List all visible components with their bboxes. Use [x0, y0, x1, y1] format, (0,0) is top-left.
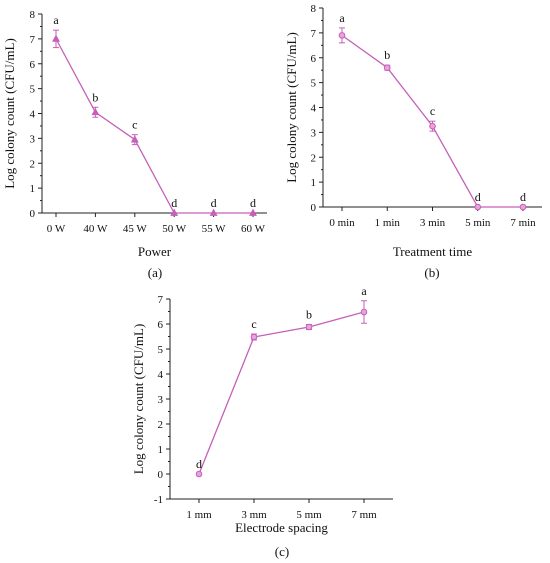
- panel-label: (b): [424, 265, 439, 280]
- data-point: [91, 107, 100, 116]
- y-tick-label: 4: [311, 103, 317, 115]
- x-axis-title: Electrode spacing: [235, 520, 328, 535]
- chart-panel-1: 0 1 2 3 4 5 6 7 8 0 W 40 W 45 W 50 W 55 W 60 W Power Log…: [2, 9, 267, 280]
- x-tick-label: 3 mm: [241, 509, 267, 521]
- y-tick-label: 5: [311, 78, 317, 90]
- significance-letter: c: [132, 118, 137, 132]
- significance-letter: a: [339, 11, 345, 25]
- significance-letter: b: [92, 90, 98, 104]
- significance-letter: c: [251, 317, 256, 331]
- data-point: [52, 34, 60, 42]
- y-axis-title: Log colony count (CFU/mL): [284, 32, 299, 183]
- y-tick-label: 0: [30, 208, 36, 220]
- y-tick-label: 0: [158, 469, 164, 481]
- x-tick-label: 55 W: [202, 223, 227, 235]
- y-tick-label: 3: [311, 127, 317, 139]
- y-tick-label: 6: [30, 59, 36, 71]
- y-tick-label: 2: [311, 152, 317, 164]
- y-tick-label: 0: [311, 202, 317, 214]
- x-axis-title: Power: [138, 244, 172, 259]
- data-point: [209, 208, 218, 216]
- significance-letter: b: [384, 48, 390, 62]
- x-tick-label: 40 W: [83, 223, 108, 235]
- y-tick-label: 8: [311, 3, 317, 15]
- x-tick-label: 0 W: [47, 223, 66, 235]
- significance-letter: c: [430, 104, 435, 118]
- x-axis-title: Treatment time: [393, 244, 473, 259]
- data-point: [519, 203, 527, 211]
- significance-letter: b: [306, 308, 312, 322]
- chart-panel-3: -1 0 1 2 3 4 5 6 7 1 mm 3 mm 5 mm 7 mm Electrode spac…: [131, 284, 393, 559]
- significance-letter: d: [250, 196, 256, 210]
- x-tick-label: 1 mm: [186, 509, 212, 521]
- y-tick-label: 6: [311, 53, 317, 65]
- x-tick-label: 5 min: [465, 217, 491, 229]
- significance-letter: d: [520, 190, 526, 204]
- x-tick-label: 50 W: [162, 223, 187, 235]
- y-tick-label: 7: [30, 34, 36, 46]
- data-point: [305, 323, 313, 331]
- significance-letter: d: [171, 196, 177, 210]
- x-tick-label: 7 min: [510, 217, 536, 229]
- x-tick-label: 45 W: [123, 223, 148, 235]
- y-tick-label: 1: [30, 183, 36, 195]
- series-line: [198, 311, 365, 475]
- x-tick-label: 7 mm: [351, 509, 377, 521]
- x-tick-label: 1 min: [375, 217, 401, 229]
- data-point: [249, 208, 257, 216]
- y-tick-label: 1: [311, 177, 317, 189]
- x-tick-label: 3 min: [420, 217, 446, 229]
- data-point: [170, 208, 179, 216]
- y-tick-label: 2: [30, 158, 36, 170]
- data-point: [130, 135, 139, 143]
- significance-letter: d: [211, 196, 217, 210]
- data-point: [383, 64, 391, 71]
- y-tick-label: -1: [154, 494, 163, 506]
- y-tick-label: 2: [158, 419, 164, 431]
- data-point: [195, 470, 203, 478]
- significance-letter: a: [361, 284, 367, 298]
- y-tick-label: 4: [158, 369, 164, 381]
- y-tick-label: 3: [158, 394, 164, 406]
- data-point: [429, 122, 436, 130]
- y-tick-label: 7: [158, 294, 164, 306]
- y-tick-label: 5: [30, 84, 36, 96]
- data-point: [360, 308, 368, 316]
- y-tick-label: 6: [158, 319, 164, 331]
- y-tick-label: 7: [311, 28, 317, 40]
- y-axis-title: Log colony count (CFU/mL): [2, 38, 17, 189]
- data-point: [338, 32, 346, 39]
- y-tick-label: 8: [30, 9, 36, 21]
- panel-label: (a): [148, 265, 162, 280]
- panel-label: (c): [275, 544, 289, 559]
- y-tick-label: 3: [30, 133, 36, 145]
- y-axis-title: Log colony count (CFU/mL): [131, 324, 146, 475]
- x-tick-label: 60 W: [241, 223, 266, 235]
- x-tick-label: 0 min: [329, 217, 355, 229]
- significance-letter: a: [53, 13, 59, 27]
- significance-letter: d: [475, 190, 481, 204]
- series-line: [55, 38, 253, 214]
- data-point: [250, 333, 258, 341]
- x-tick-label: 5 mm: [296, 509, 322, 521]
- y-tick-label: 1: [158, 444, 164, 456]
- y-tick-label: 4: [30, 109, 36, 121]
- data-point: [474, 203, 482, 211]
- y-tick-label: 5: [158, 344, 164, 356]
- significance-letter: d: [196, 457, 202, 471]
- chart-panel-2: 0 1 2 3 4 5 6 7 8 0 min 1 min 3 min 5 min 7 min Treatm…: [284, 3, 542, 280]
